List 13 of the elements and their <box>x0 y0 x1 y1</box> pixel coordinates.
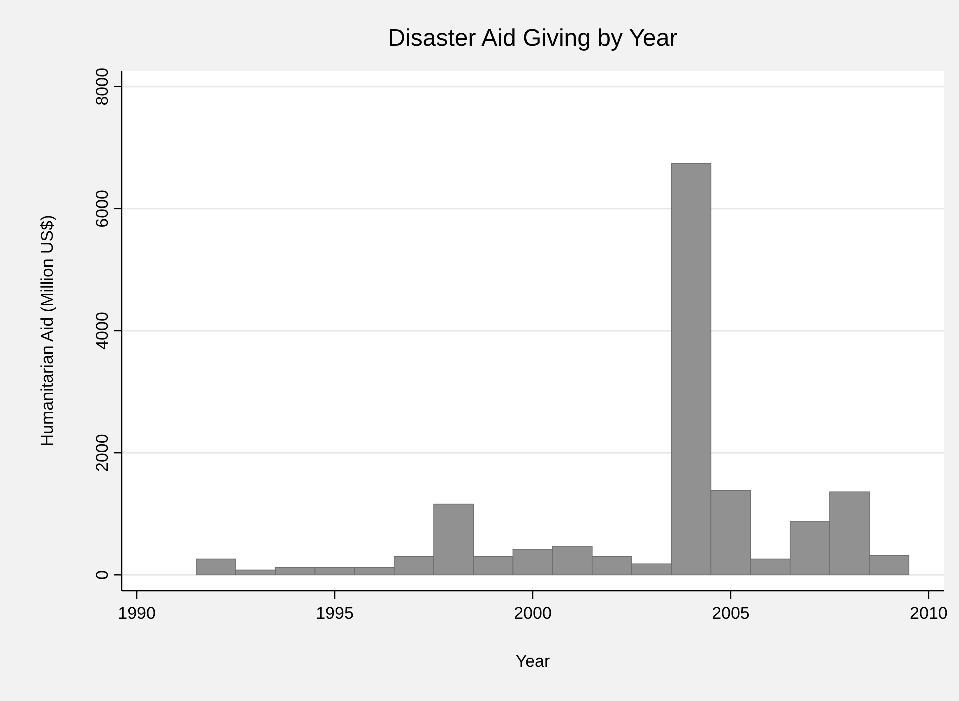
y-tick-label: 4000 <box>93 312 112 350</box>
x-tick-label: 1995 <box>316 604 354 623</box>
y-tick-label: 8000 <box>93 68 112 106</box>
y-tick-label: 6000 <box>93 190 112 228</box>
y-tick-label: 0 <box>93 570 112 580</box>
x-axis-title: Year <box>516 652 551 671</box>
x-tick-label: 2005 <box>712 604 750 623</box>
x-tick-label: 1990 <box>118 604 156 623</box>
x-tick-label: 2000 <box>514 604 552 623</box>
y-tick-label: 2000 <box>93 434 112 472</box>
chart-title: Disaster Aid Giving by Year <box>388 25 678 52</box>
y-axis-title: Humanitarian Aid (Million US$) <box>38 215 57 447</box>
x-tick-label: 2010 <box>910 604 948 623</box>
